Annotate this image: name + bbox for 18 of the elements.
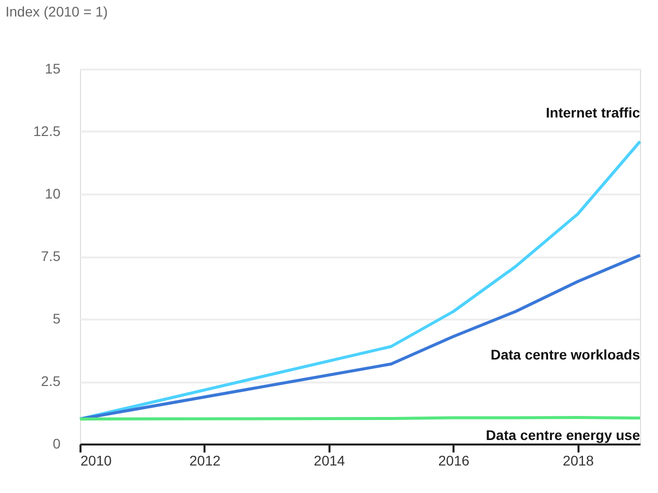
x-tick-label: 2018 bbox=[562, 452, 594, 468]
x-tick-label: 2010 bbox=[80, 452, 112, 468]
y-tick-label: 12.5 bbox=[33, 123, 61, 139]
y-tick-label: 15 bbox=[44, 60, 61, 76]
y-axis-title: Index (2010 = 1) bbox=[6, 4, 108, 20]
series-label: Internet traffic bbox=[546, 104, 640, 120]
y-tick-label: 7.5 bbox=[41, 248, 61, 264]
line-series bbox=[78, 254, 642, 420]
series-label: Data centre energy use bbox=[486, 427, 640, 443]
y-tick-label: 0 bbox=[52, 436, 61, 452]
y-tick-label: 10 bbox=[44, 186, 61, 202]
series-label: Data centre workloads bbox=[490, 346, 640, 362]
x-tick-label: 2016 bbox=[438, 452, 470, 468]
line-series bbox=[78, 140, 642, 420]
y-tick-label: 2.5 bbox=[41, 373, 61, 389]
x-tick-label: 2014 bbox=[314, 452, 346, 468]
y-tick-label: 5 bbox=[52, 310, 61, 326]
x-tick-label: 2012 bbox=[189, 452, 221, 468]
